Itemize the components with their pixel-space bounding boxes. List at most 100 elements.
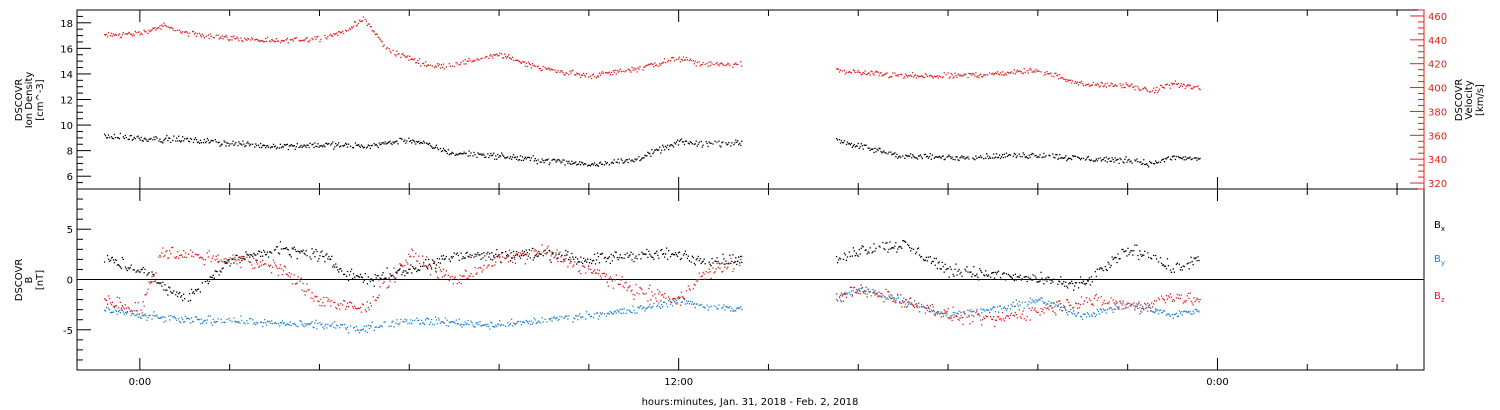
velocity-point bbox=[172, 28, 174, 30]
bz-point bbox=[956, 315, 958, 318]
bz-point bbox=[903, 302, 905, 304]
velocity-point bbox=[366, 24, 368, 27]
by-point bbox=[897, 295, 899, 297]
by-point bbox=[900, 302, 902, 304]
density-point bbox=[894, 152, 896, 154]
density-point bbox=[506, 156, 508, 159]
bz-point bbox=[867, 289, 869, 291]
bz-point bbox=[554, 256, 556, 258]
bz-point bbox=[504, 257, 506, 259]
bx-point bbox=[859, 253, 861, 255]
bz-point bbox=[400, 264, 402, 266]
bx-point bbox=[524, 253, 526, 255]
bz-point bbox=[507, 256, 509, 258]
velocity-point bbox=[359, 20, 362, 23]
by-point bbox=[513, 323, 516, 325]
bx-point bbox=[1194, 257, 1196, 260]
bz-point bbox=[1155, 300, 1158, 302]
bx-point bbox=[1074, 285, 1076, 287]
velocity-point bbox=[1178, 86, 1180, 88]
by-point bbox=[878, 295, 880, 297]
by-point bbox=[223, 321, 225, 323]
bz-point bbox=[702, 271, 704, 274]
density-point bbox=[163, 139, 165, 142]
by-point bbox=[550, 317, 552, 319]
density-point bbox=[634, 158, 636, 160]
bz-point bbox=[274, 264, 277, 266]
density-point bbox=[1068, 157, 1070, 160]
by-point bbox=[210, 322, 212, 324]
velocity-point bbox=[448, 63, 450, 65]
velocity-point bbox=[431, 65, 434, 67]
by-point bbox=[154, 315, 156, 317]
velocity-point bbox=[209, 33, 211, 35]
velocity-point bbox=[308, 41, 310, 43]
density-point bbox=[473, 151, 475, 154]
velocity-point bbox=[103, 33, 106, 36]
bx-point bbox=[1106, 269, 1108, 272]
by-point bbox=[164, 316, 166, 318]
density-point bbox=[143, 138, 145, 140]
by-point bbox=[1142, 306, 1144, 308]
density-point bbox=[1042, 156, 1044, 158]
velocity-point bbox=[240, 37, 242, 39]
velocity-point bbox=[498, 54, 500, 57]
density-point bbox=[249, 145, 251, 147]
by-point bbox=[198, 318, 201, 321]
density-point bbox=[567, 162, 569, 164]
bz-point bbox=[223, 258, 225, 260]
bx-point bbox=[1015, 279, 1017, 281]
by-point bbox=[366, 331, 368, 333]
bz-point bbox=[713, 272, 715, 274]
by-point bbox=[855, 288, 857, 290]
density-point bbox=[663, 146, 665, 148]
velocity-point bbox=[1024, 71, 1026, 73]
density-point bbox=[929, 153, 931, 155]
bx-point bbox=[170, 291, 172, 293]
by-point bbox=[573, 317, 575, 319]
by-point bbox=[955, 314, 957, 317]
velocity-point bbox=[1146, 89, 1148, 91]
bz-point bbox=[445, 270, 447, 272]
density-point bbox=[395, 140, 397, 143]
velocity-point bbox=[375, 33, 377, 35]
density-point bbox=[280, 147, 283, 149]
bz-point bbox=[1009, 314, 1012, 316]
bz-point bbox=[678, 297, 681, 300]
bx-point bbox=[980, 270, 982, 272]
bz-point bbox=[928, 310, 931, 313]
velocity-point bbox=[336, 32, 338, 34]
density-point bbox=[1035, 154, 1037, 157]
velocity-point bbox=[711, 63, 713, 65]
bx-point bbox=[1027, 276, 1029, 278]
velocity-point bbox=[125, 33, 127, 35]
velocity-point bbox=[437, 65, 440, 67]
bz-point bbox=[608, 277, 610, 280]
bz-point bbox=[301, 289, 303, 291]
velocity-point bbox=[976, 76, 978, 78]
bx-point bbox=[114, 259, 117, 261]
by-point bbox=[999, 305, 1002, 307]
density-point bbox=[394, 141, 396, 143]
density-point bbox=[986, 153, 988, 155]
density-point bbox=[952, 158, 954, 160]
bx-point bbox=[1118, 258, 1120, 260]
bz-point bbox=[605, 273, 607, 276]
density-point bbox=[546, 159, 548, 161]
by-point bbox=[456, 323, 458, 325]
bx-point bbox=[111, 256, 114, 258]
bz-point bbox=[1065, 309, 1067, 311]
bz-point bbox=[1096, 299, 1098, 302]
density-point bbox=[1180, 157, 1182, 159]
velocity-point bbox=[930, 75, 932, 77]
by-point bbox=[721, 307, 723, 309]
bx-point bbox=[384, 277, 386, 279]
velocity-point bbox=[886, 72, 888, 74]
density-point bbox=[459, 152, 461, 154]
by-point bbox=[429, 321, 432, 323]
density-point bbox=[884, 152, 886, 154]
bx-point bbox=[1029, 277, 1031, 279]
bz-point bbox=[320, 298, 322, 300]
bz-point bbox=[1194, 301, 1196, 303]
bz-point bbox=[472, 275, 474, 277]
